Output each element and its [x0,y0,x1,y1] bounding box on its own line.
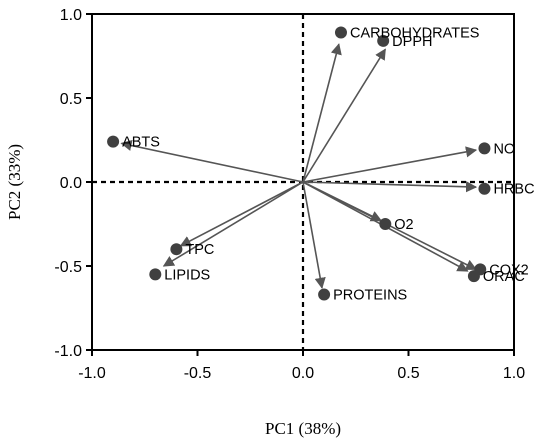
label-o2: O2 [394,217,413,233]
point-carbohydrates [334,26,347,39]
vector-hrbc [302,181,478,193]
y-axis-title: PC2 (33%) [5,144,24,220]
x-axis-title: PC1 (38%) [265,419,341,438]
point-no [478,142,491,155]
point-lipids [149,268,162,281]
point-tpc [170,243,183,256]
x-tick-label: 1.0 [503,365,525,382]
vector-dpph [302,48,386,183]
y-axis-ticks: -1.0 -0.5 0.0 0.5 1.0 [54,7,92,360]
x-tick-label: -0.5 [184,365,212,382]
point-dpph [377,34,390,47]
vector-abts [120,139,304,183]
y-tick-label: 0.5 [60,91,82,108]
x-tick-label: 0.5 [397,365,419,382]
x-axis-ticks: -1.0 -0.5 0.0 0.5 1.0 [78,350,525,382]
x-tick-label: -1.0 [78,365,106,382]
point-hrbc [478,182,491,195]
vector-lipids [162,181,304,267]
label-carbohydrates: CARBOHYDRATES [350,25,479,41]
label-hrbc: HRBC [493,182,534,198]
x-tick-label: 0.0 [292,365,314,382]
label-abts: ABTS [122,135,160,151]
y-tick-label: 1.0 [60,7,82,24]
vector-carbohydrates [302,43,342,183]
label-no: NO [493,141,515,157]
point-abts [107,135,120,148]
label-dpph: DPPH [392,34,432,50]
vector-no [302,146,478,183]
point-proteins [318,288,331,301]
label-lipids: LIPIDS [164,267,210,283]
label-cox2: COX2 [489,262,529,278]
label-tpc: TPC [185,242,214,258]
loading-points [107,26,491,301]
label-proteins: PROTEINS [333,288,407,304]
point-o2 [379,218,392,230]
vector-proteins [302,181,326,289]
y-tick-label: 0.0 [60,175,82,192]
y-tick-label: -0.5 [54,259,82,276]
point-orac [467,270,480,283]
y-tick-label: -1.0 [54,343,82,360]
label-orac: ORAC [483,269,525,285]
vector-tpc [179,181,304,247]
